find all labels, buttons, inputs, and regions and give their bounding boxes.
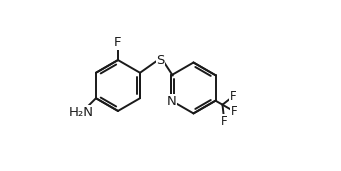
Text: F: F (114, 36, 122, 49)
Text: F: F (230, 90, 236, 103)
Text: S: S (157, 54, 165, 67)
Text: H₂N: H₂N (69, 106, 94, 119)
Text: N: N (166, 95, 176, 108)
Text: F: F (221, 115, 227, 128)
Text: F: F (231, 105, 238, 118)
